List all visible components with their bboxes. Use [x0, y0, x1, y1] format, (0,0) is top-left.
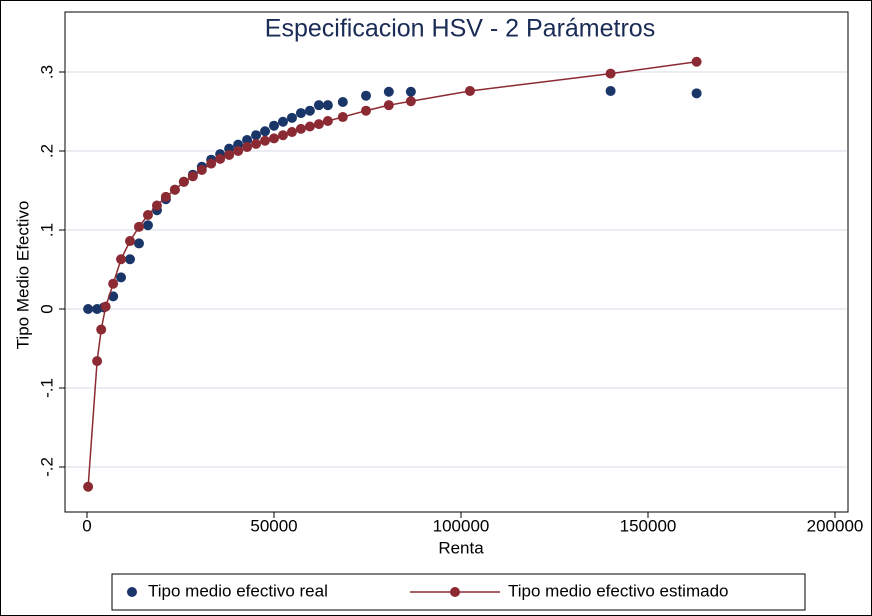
point	[142, 209, 153, 220]
x-tick-label: 150000	[620, 516, 677, 535]
y-tick-label: 0	[37, 304, 56, 313]
point	[304, 105, 315, 116]
point	[277, 130, 288, 141]
point	[361, 90, 372, 101]
point	[295, 123, 306, 134]
point	[133, 238, 144, 249]
y-tick-label: .3	[37, 65, 56, 79]
point	[215, 153, 226, 164]
point	[83, 481, 94, 492]
x-tick-label: 50000	[250, 516, 297, 535]
y-tick-label: -.2	[37, 457, 56, 477]
x-axis-label: Renta	[438, 538, 484, 557]
point	[251, 130, 262, 141]
chart-title: Especificacion HSV - 2 Parámetros	[265, 15, 655, 43]
point	[224, 149, 235, 160]
point	[151, 200, 162, 211]
point	[691, 56, 702, 67]
point	[605, 68, 616, 79]
point	[125, 236, 136, 247]
point	[83, 304, 94, 314]
point	[108, 278, 119, 289]
point	[160, 191, 171, 202]
point	[277, 116, 288, 127]
point	[108, 291, 119, 302]
point	[313, 100, 324, 111]
point	[206, 158, 217, 169]
point	[187, 171, 198, 182]
point	[269, 133, 279, 144]
point	[313, 119, 324, 130]
point	[383, 86, 394, 97]
point	[260, 135, 271, 146]
point	[322, 115, 333, 126]
point	[233, 146, 244, 156]
y-tick-label: -.1	[37, 378, 56, 398]
point	[304, 121, 315, 132]
legend-marker	[450, 587, 460, 597]
point	[464, 85, 475, 96]
point	[100, 301, 111, 312]
point	[116, 272, 127, 283]
x-tick-label: 0	[82, 516, 91, 535]
point	[169, 184, 180, 195]
point	[196, 164, 207, 175]
point	[286, 127, 297, 138]
point	[337, 112, 348, 123]
point	[322, 100, 333, 111]
point	[405, 96, 416, 107]
point	[92, 356, 103, 367]
point	[242, 142, 253, 153]
point	[178, 176, 189, 187]
point	[251, 138, 262, 149]
y-axis-label: Tipo Medio Efectivo	[13, 201, 32, 350]
point	[383, 100, 394, 111]
legend-marker	[127, 587, 137, 597]
y-tick-label: .1	[37, 223, 56, 237]
point	[269, 120, 279, 131]
point	[133, 221, 144, 232]
x-tick-label: 100000	[433, 516, 490, 535]
point	[260, 126, 271, 137]
point	[142, 220, 153, 231]
point	[125, 254, 136, 265]
point	[691, 88, 702, 99]
point	[286, 112, 297, 123]
point	[96, 324, 107, 335]
point	[405, 86, 416, 97]
legend-label: Tipo medio efectivo real	[148, 581, 328, 600]
point	[337, 97, 348, 108]
legend-label: Tipo medio efectivo estimado	[508, 581, 728, 600]
plot-area	[64, 11, 849, 513]
y-tick-label: .2	[37, 144, 56, 158]
x-tick-label: 200000	[807, 516, 864, 535]
point	[361, 105, 372, 116]
point	[295, 108, 306, 119]
point	[116, 254, 127, 265]
point	[242, 134, 253, 145]
point	[605, 85, 616, 96]
